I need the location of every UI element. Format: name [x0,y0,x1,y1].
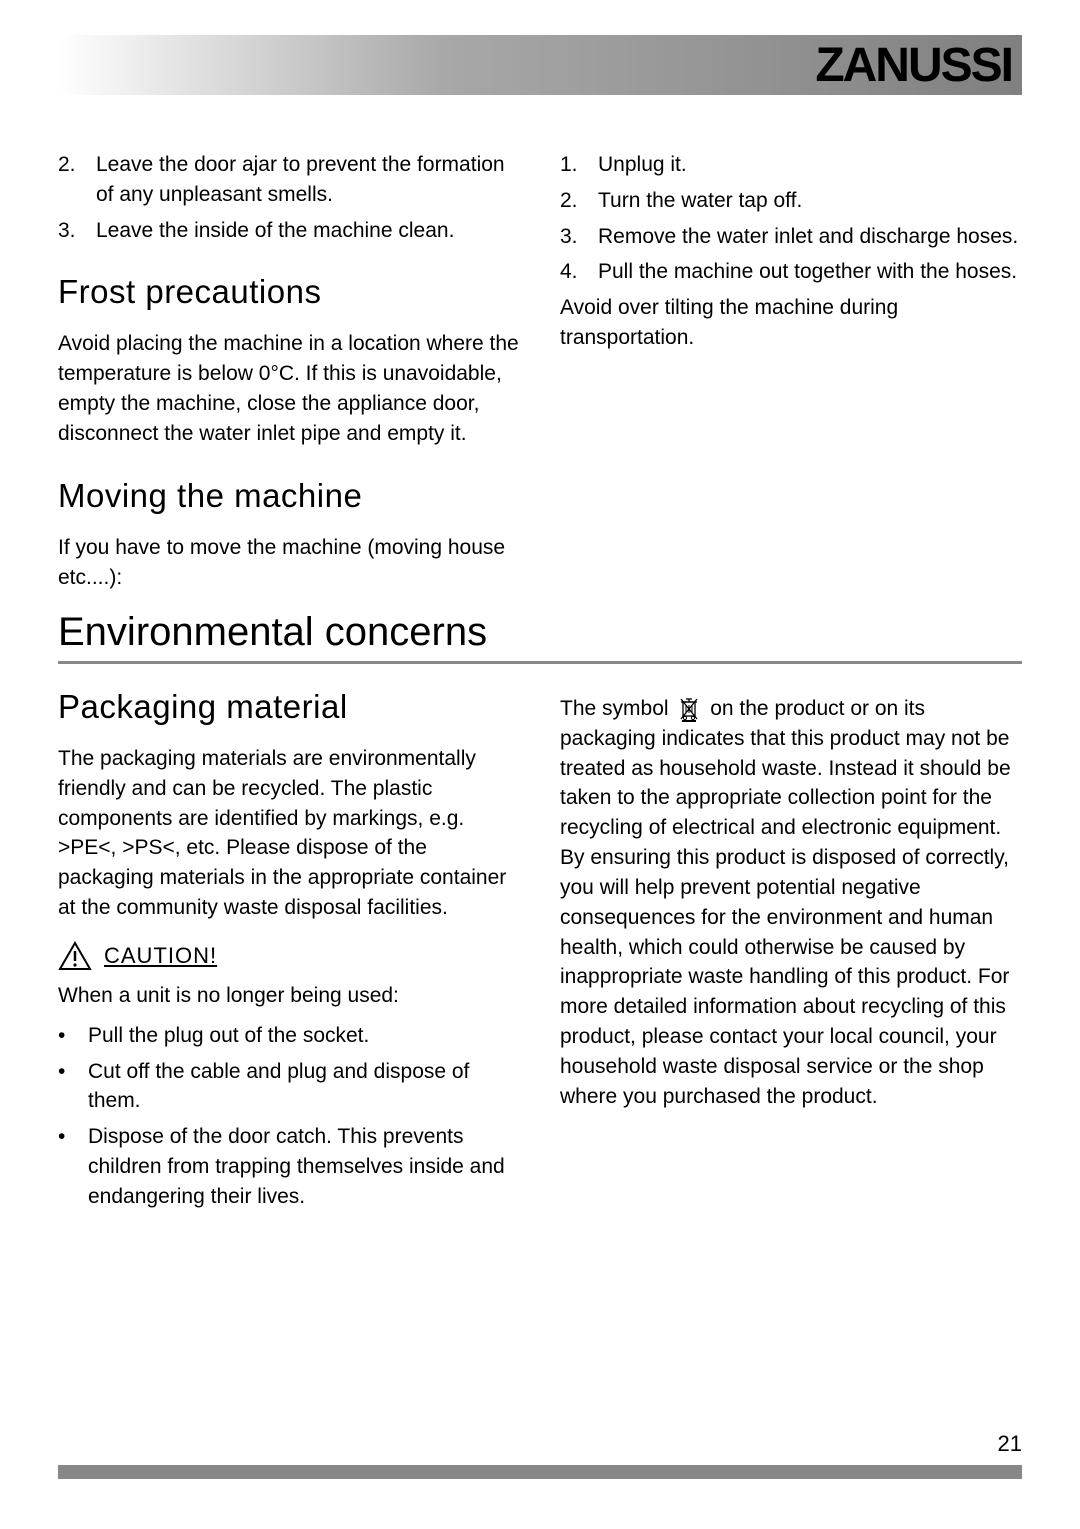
list-number: 2. [58,150,96,210]
warning-icon [58,941,92,971]
packaging-paragraph: The packaging materials are environmenta… [58,744,520,923]
environmental-heading: Environmental concerns [58,610,1022,664]
list-item: • Dispose of the door catch. This preven… [58,1122,520,1211]
list-item: 1. Unplug it. [560,150,1022,180]
caution-paragraph: When a unit is no longer being used: [58,981,520,1011]
list-number: 1. [560,150,598,180]
top-left-column: 2. Leave the door ajar to prevent the fo… [58,150,520,602]
moving-machine-paragraph: If you have to move the machine (moving … [58,533,520,593]
bullet: • [58,1021,88,1051]
list-item: 3. Remove the water inlet and discharge … [560,222,1022,252]
top-right-column: 1. Unplug it. 2. Turn the water tap off.… [560,150,1022,602]
list-text: Pull the plug out of the socket. [88,1021,520,1051]
list-number: 4. [560,257,598,287]
list-text: Leave the inside of the machine clean. [96,216,520,246]
list-text: Unplug it. [598,150,1022,180]
env-right-column: The symbol on the product or on its pack [560,682,1022,1218]
list-item: • Pull the plug out of the socket. [58,1021,520,1051]
list-text: Remove the water inlet and discharge hos… [598,222,1022,252]
recycling-text-post: on the product or on its packaging indic… [560,697,1011,1108]
recycling-text-pre: The symbol [560,697,674,720]
moving-machine-heading: Moving the machine [58,477,520,515]
page-number: 21 [998,1431,1022,1457]
environmental-columns: Packaging material The packaging materia… [58,682,1022,1218]
caution-row: CAUTION! [58,941,520,971]
list-item: 3. Leave the inside of the machine clean… [58,216,520,246]
transport-paragraph: Avoid over tilting the machine during tr… [560,293,1022,353]
list-text: Pull the machine out together with the h… [598,257,1022,287]
bullet: • [58,1122,88,1211]
list-number: 2. [560,186,598,216]
list-text: Leave the door ajar to prevent the forma… [96,150,520,210]
list-text: Cut off the cable and plug and dispose o… [88,1057,520,1117]
list-item: 2. Turn the water tap off. [560,186,1022,216]
brand-logo: ZANUSSI [815,38,1012,93]
list-number: 3. [560,222,598,252]
packaging-heading: Packaging material [58,688,520,726]
list-text: Dispose of the door catch. This prevents… [88,1122,520,1211]
list-item: 2. Leave the door ajar to prevent the fo… [58,150,520,210]
list-item: • Cut off the cable and plug and dispose… [58,1057,520,1117]
header-bar: ZANUSSI [58,35,1022,95]
list-text: Turn the water tap off. [598,186,1022,216]
list-item: 4. Pull the machine out together with th… [560,257,1022,287]
recycling-paragraph: The symbol on the product or on its pack [560,694,1022,1111]
bullet: • [58,1057,88,1117]
weee-bin-icon [678,696,700,722]
environmental-section: Environmental concerns Packaging materia… [58,610,1022,1218]
frost-precautions-paragraph: Avoid placing the machine in a location … [58,329,520,448]
frost-precautions-heading: Frost precautions [58,273,520,311]
top-columns: 2. Leave the door ajar to prevent the fo… [58,150,1022,602]
caution-label: CAUTION! [104,943,217,969]
env-left-column: Packaging material The packaging materia… [58,682,520,1218]
footer-bar [58,1465,1022,1479]
list-number: 3. [58,216,96,246]
